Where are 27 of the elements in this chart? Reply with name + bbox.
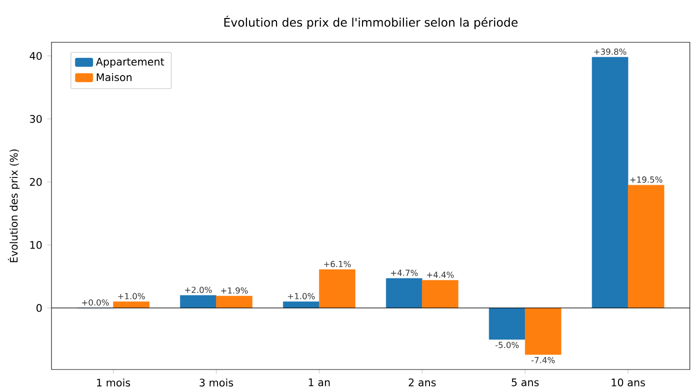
y-axis-title: Évolution des prix (%) (8, 149, 20, 262)
data-label: +0.0% (82, 299, 109, 306)
data-label: +6.1% (324, 260, 351, 268)
x-tick-label: 1 an (308, 378, 330, 386)
x-tick-label: 2 ans (408, 378, 436, 386)
data-label: -7.4% (531, 356, 555, 364)
x-tick-label: 5 ans (512, 378, 539, 386)
data-label: +19.5% (630, 176, 662, 183)
data-label: +4.4% (427, 272, 454, 278)
x-tick-label: 10 ans (612, 378, 645, 386)
data-label: +4.7% (390, 270, 418, 276)
chart-title: Évolution des prix de l'immobilier selon la période (224, 16, 518, 30)
data-label: +1.0% (288, 293, 315, 300)
data-label: +1.9% (221, 287, 248, 294)
y-tick-label: 30 (30, 114, 42, 123)
data-label: -5.0% (495, 342, 519, 348)
y-tick-label: 0 (36, 304, 42, 312)
x-tick-label: 1 mois (97, 378, 130, 387)
legend-label: Maison (96, 73, 132, 82)
data-label: +39.8% (594, 48, 626, 55)
x-tick-label: 3 mois (200, 378, 234, 387)
data-label: +1.0% (118, 293, 145, 300)
y-tick-label: 20 (30, 178, 42, 186)
y-tick-label: 40 (30, 52, 42, 60)
legend-label: Appartement (96, 58, 164, 68)
y-tick-label: 10 (30, 241, 42, 249)
data-label: +2.0% (185, 286, 212, 293)
